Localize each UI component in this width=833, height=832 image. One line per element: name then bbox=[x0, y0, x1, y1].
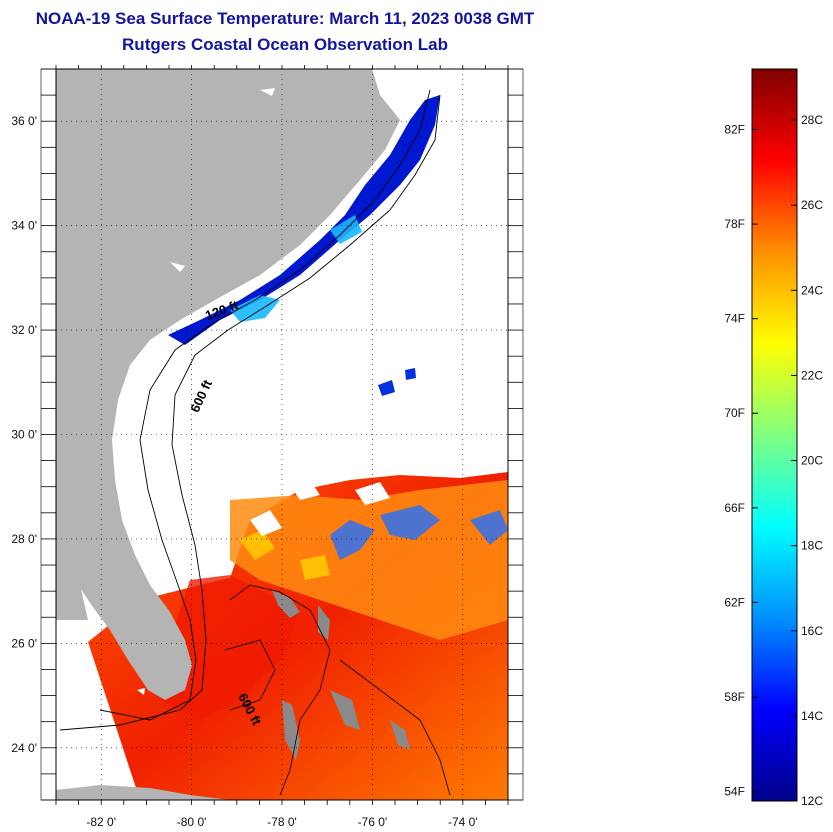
cuba-landmass bbox=[56, 785, 230, 800]
colorbar-c-label: 22C bbox=[801, 368, 823, 382]
colorbar-c-label: 16C bbox=[801, 624, 823, 638]
colorbar-c-label: 12C bbox=[801, 794, 823, 808]
lon-tick-label: -80 0' bbox=[177, 815, 207, 829]
lat-tick-label: 36 0' bbox=[11, 114, 37, 128]
lat-tick-label: 26 0' bbox=[11, 636, 37, 650]
bahamas-islands bbox=[272, 590, 410, 760]
sst-mild-patch bbox=[240, 530, 330, 580]
colorbar-celsius-labels: 12C 14C 16C 18C 20C 22C 24C 26C 28C bbox=[801, 113, 823, 808]
lon-tick-label: -82 0' bbox=[86, 815, 116, 829]
colorbar-f-label: 70F bbox=[724, 406, 745, 420]
colorbar-c-label: 26C bbox=[801, 198, 823, 212]
sst-gulfstream-core bbox=[160, 575, 300, 720]
lon-tick-label: -76 0' bbox=[358, 815, 388, 829]
colorbar-gradient bbox=[751, 68, 798, 802]
latitude-tick-labels: 24 0' 26 0' 28 0' 30 0' 32 0' 34 0' 36 0' bbox=[11, 114, 37, 755]
isobath-120ft bbox=[99, 89, 431, 721]
colorbar-c-label: 18C bbox=[801, 539, 823, 553]
map-grid bbox=[56, 69, 508, 800]
colorbar-c-label: 24C bbox=[801, 283, 823, 297]
colorbar-f-label: 58F bbox=[724, 690, 745, 704]
map-subtitle: Rutgers Coastal Ocean Observation Lab bbox=[122, 35, 448, 54]
colorbar-f-label: 78F bbox=[724, 217, 745, 231]
lat-tick-label: 32 0' bbox=[11, 323, 37, 337]
map-title: NOAA-19 Sea Surface Temperature: March 1… bbox=[35, 9, 535, 28]
us-landmass bbox=[56, 69, 400, 700]
lon-tick-label: -78 0' bbox=[267, 815, 297, 829]
colorbar-c-label: 28C bbox=[801, 113, 823, 127]
longitude-tick-labels: -82 0' -80 0' -78 0' -76 0' -74 0' bbox=[86, 815, 477, 829]
colorbar: 54F 58F 62F 66F 70F 74F 78F 82F 12C 14C 16C 18C 20C… bbox=[724, 68, 823, 808]
colorbar-f-label: 74F bbox=[724, 312, 745, 326]
gulf-coast-land bbox=[56, 489, 88, 620]
colorbar-c-label: 20C bbox=[801, 454, 823, 468]
lon-tick-label: -74 0' bbox=[448, 815, 478, 829]
colorbar-f-label: 62F bbox=[724, 595, 745, 609]
colorbar-c-label: 14C bbox=[801, 709, 823, 723]
sst-cool-patch bbox=[330, 505, 508, 560]
lat-tick-label: 34 0' bbox=[11, 219, 37, 233]
colorbar-f-label: 54F bbox=[724, 785, 745, 799]
lat-tick-label: 28 0' bbox=[11, 532, 37, 546]
sst-coastal-cold-band bbox=[168, 95, 440, 345]
colorbar-f-label: 82F bbox=[724, 123, 745, 137]
lat-tick-label: 24 0' bbox=[11, 741, 37, 755]
map-frame-ticks bbox=[41, 65, 523, 805]
sst-cloud-patches bbox=[250, 480, 390, 536]
colorbar-f-label: 66F bbox=[724, 501, 745, 515]
colorbar-fahrenheit-labels: 54F 58F 62F 66F 70F 74F 78F 82F bbox=[724, 123, 745, 799]
colorbar-ticks bbox=[752, 119, 797, 802]
lat-tick-label: 30 0' bbox=[11, 428, 37, 442]
isobath-bahamas bbox=[224, 584, 451, 796]
isobath-600ft bbox=[59, 94, 441, 731]
